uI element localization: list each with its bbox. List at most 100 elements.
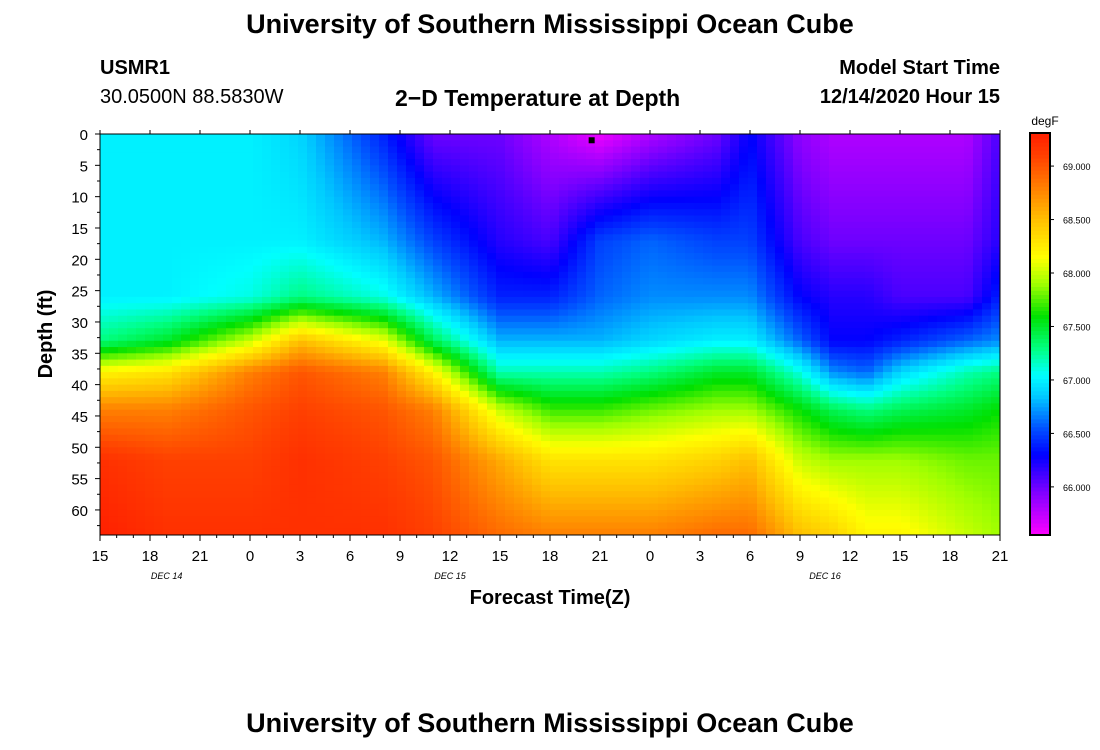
heatmap-cell xyxy=(730,428,740,436)
heatmap-cell xyxy=(190,265,200,273)
heatmap-cell xyxy=(532,140,542,148)
heatmap-cell xyxy=(631,415,641,423)
heatmap-cell xyxy=(451,372,461,379)
heatmap-cell xyxy=(199,459,209,467)
heatmap-cell xyxy=(343,365,353,373)
heatmap-cell xyxy=(343,459,353,467)
heatmap-cell xyxy=(541,447,551,455)
heatmap-cell xyxy=(793,372,803,379)
heatmap-cell xyxy=(253,466,263,473)
heatmap-cell xyxy=(433,202,443,210)
heatmap-cell xyxy=(613,246,623,254)
heatmap-cell xyxy=(397,134,407,141)
heatmap-cell xyxy=(379,441,389,448)
heatmap-cell xyxy=(433,146,443,154)
heatmap-cell xyxy=(604,140,614,148)
heatmap-cell xyxy=(271,246,281,254)
heatmap-cell xyxy=(343,165,353,173)
heatmap-cell xyxy=(685,296,695,304)
heatmap-cell xyxy=(280,296,290,304)
heatmap-cell xyxy=(307,453,317,461)
heatmap-cell xyxy=(442,484,452,492)
heatmap-cell xyxy=(595,265,605,273)
heatmap-cell xyxy=(550,215,560,223)
heatmap-cell xyxy=(559,284,569,292)
heatmap-cell xyxy=(406,491,416,499)
heatmap-cell xyxy=(550,309,560,317)
heatmap-cell xyxy=(748,422,758,430)
heatmap-cell xyxy=(100,459,110,467)
heatmap-cell xyxy=(217,359,227,367)
heatmap-cell xyxy=(793,196,803,204)
heatmap-cell xyxy=(658,447,668,455)
heatmap-cell xyxy=(586,365,596,373)
heatmap-cell xyxy=(127,234,137,242)
heatmap-cell xyxy=(775,190,785,198)
heatmap-cell xyxy=(145,528,155,535)
heatmap-cell xyxy=(271,503,281,511)
heatmap-cell xyxy=(775,384,785,392)
heatmap-cell xyxy=(658,240,668,248)
heatmap-cell xyxy=(793,177,803,185)
heatmap-cell xyxy=(226,522,236,530)
heatmap-cell xyxy=(136,290,146,298)
heatmap-cell xyxy=(694,165,704,173)
heatmap-cell xyxy=(352,422,362,430)
heatmap-cell xyxy=(163,447,173,455)
heatmap-cell xyxy=(370,428,380,436)
heatmap-cell xyxy=(730,221,740,229)
heatmap-cell xyxy=(289,328,299,336)
heatmap-cell xyxy=(460,528,470,535)
heatmap-cell xyxy=(154,171,164,179)
heatmap-cell xyxy=(550,516,560,524)
heatmap-cell xyxy=(676,503,686,511)
heatmap-cell xyxy=(550,397,560,405)
heatmap-cell xyxy=(568,202,578,210)
heatmap-cell xyxy=(181,315,191,323)
heatmap-cell xyxy=(217,328,227,336)
heatmap-cell xyxy=(766,246,776,254)
heatmap-cell xyxy=(568,453,578,461)
heatmap-cell xyxy=(712,409,722,417)
heatmap-cell xyxy=(334,146,344,154)
heatmap-cell xyxy=(586,466,596,473)
heatmap-cell xyxy=(541,165,551,173)
heatmap-cell xyxy=(406,390,416,398)
heatmap-cell xyxy=(451,196,461,204)
heatmap-cell xyxy=(541,334,551,342)
heatmap-cell xyxy=(289,146,299,154)
heatmap-cell xyxy=(100,152,110,160)
heatmap-cell xyxy=(622,347,632,354)
heatmap-cell xyxy=(199,334,209,342)
heatmap-cell xyxy=(109,466,119,473)
heatmap-cell xyxy=(136,509,146,517)
heatmap-cell xyxy=(235,140,245,148)
heatmap-cell xyxy=(460,522,470,530)
heatmap-cell xyxy=(703,171,713,179)
heatmap-cell xyxy=(532,415,542,423)
heatmap-cell xyxy=(226,284,236,292)
heatmap-cell xyxy=(541,227,551,235)
heatmap-cell xyxy=(343,509,353,517)
heatmap-cell xyxy=(172,472,182,480)
heatmap-cell xyxy=(604,522,614,530)
heatmap-cell xyxy=(730,441,740,448)
heatmap-cell xyxy=(487,321,497,329)
heatmap-cell xyxy=(748,365,758,373)
heatmap-cell xyxy=(325,265,335,273)
heatmap-cell xyxy=(541,403,551,411)
heatmap-cell xyxy=(379,278,389,285)
heatmap-cell xyxy=(289,397,299,405)
heatmap-cell xyxy=(757,434,767,442)
heatmap-cell xyxy=(325,353,335,361)
heatmap-cell xyxy=(604,503,614,511)
heatmap-cell xyxy=(217,290,227,298)
heatmap-cell xyxy=(352,315,362,323)
heatmap-cell xyxy=(388,328,398,336)
heatmap-cell xyxy=(352,271,362,279)
heatmap-cell xyxy=(451,466,461,473)
heatmap-cell xyxy=(145,365,155,373)
heatmap-cell xyxy=(208,152,218,160)
heatmap-cell xyxy=(199,409,209,417)
heatmap-cell xyxy=(397,434,407,442)
